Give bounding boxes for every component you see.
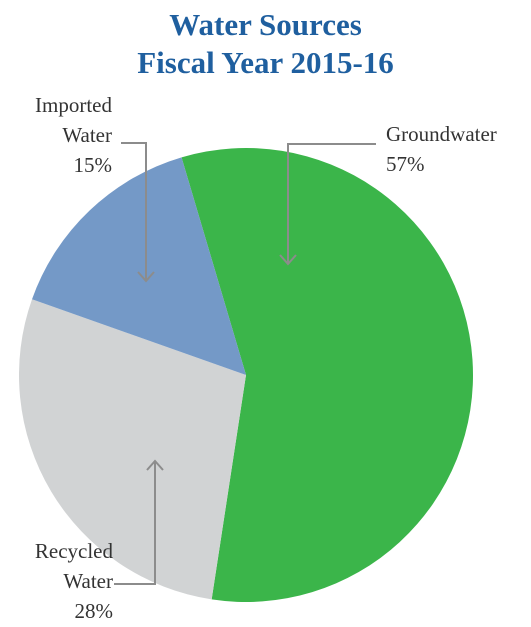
leader-imported-water — [121, 142, 147, 281]
leader-recycled-water-arrowhead — [146, 459, 164, 471]
pie-slice-groundwater — [181, 148, 474, 603]
leader-lines — [114, 142, 376, 585]
leader-groundwater-arrowhead — [279, 254, 297, 266]
chart-title-line-1: Water Sources — [169, 7, 362, 42]
slice-label-recycled-water-line-1: Recycled — [35, 539, 114, 563]
slices-layer — [19, 148, 474, 603]
leader-imported-water-arrowhead — [137, 271, 155, 283]
slice-label-imported-water-line-3: 15% — [74, 153, 113, 177]
slice-label-groundwater-line-1: Groundwater — [386, 122, 497, 146]
leader-recycled-water — [114, 461, 156, 585]
slice-label-imported-water-line-2: Water — [62, 123, 112, 147]
slice-label-recycled-water-line-3: 28% — [75, 599, 114, 623]
slice-label-recycled-water-line-2: Water — [63, 569, 113, 593]
slice-labels: Groundwater 57% Recycled Water 28% Imported Wa… — [35, 93, 497, 623]
slice-label-groundwater-line-2: 57% — [386, 152, 425, 176]
chart-title-line-2: Fiscal Year 2015-16 — [137, 45, 394, 80]
pie-slice-imported-water — [32, 157, 246, 375]
slice-label-imported-water-line-1: Imported — [35, 93, 112, 117]
leader-groundwater — [287, 143, 376, 264]
pie-slice-recycled-water — [19, 299, 247, 600]
